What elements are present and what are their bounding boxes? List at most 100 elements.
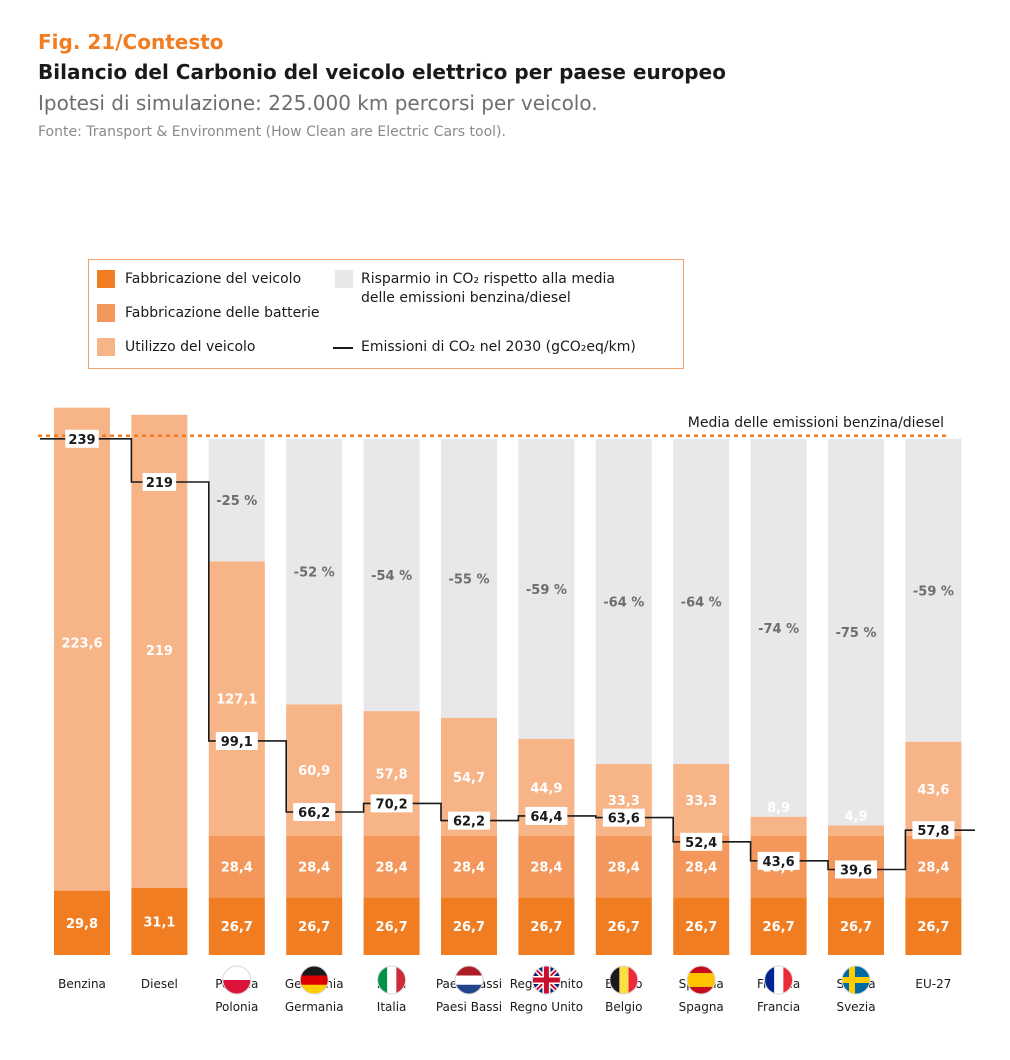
chart-legend: Fabbricazione del veicolo Fabbricazione … — [88, 259, 684, 369]
savings-pct-label: -55 % — [448, 572, 489, 587]
legend-label-vehicle-mfg: Fabbricazione del veicolo — [125, 271, 302, 287]
legend-swatch-vehicle-use — [97, 338, 115, 356]
bar-vehicle-mfg — [441, 897, 497, 955]
data-label: 26,7 — [298, 920, 330, 935]
bar-battery-mfg — [441, 835, 497, 898]
emission-label-bg — [65, 429, 99, 448]
flag-poland-icon — [222, 965, 252, 995]
bar-vehicle-mfg — [595, 897, 652, 955]
legend-swatch-savings — [335, 270, 353, 288]
savings-pct-label: -25 % — [216, 494, 257, 509]
data-label: 28,4 — [685, 861, 717, 876]
emission-label: 52,4 — [685, 836, 717, 851]
emission-label: 62,2 — [453, 815, 485, 830]
legend-label-emissions: Emissioni di CO₂ nel 2030 (gCO₂eq/km) — [361, 339, 636, 355]
savings-bar — [673, 438, 730, 765]
emission-label: 64,4 — [530, 810, 562, 825]
chart-source: Fonte: Transport & Environment (How Clea… — [38, 124, 506, 140]
legend-label-battery-mfg: Fabbricazione delle batterie — [125, 305, 320, 321]
flag-netherlands-icon — [454, 965, 484, 995]
emission-label-bg — [525, 806, 568, 825]
flag-italy-icon — [377, 965, 407, 995]
bar-vehicle-use — [750, 816, 807, 836]
savings-pct-label: -75 % — [835, 626, 876, 641]
bar-battery-mfg — [286, 835, 343, 898]
data-label: 54,7 — [453, 771, 485, 786]
emission-label-bg — [680, 832, 723, 851]
bar-battery-mfg — [905, 835, 962, 898]
category-label: Benzina — [58, 977, 106, 991]
emission-label-bg — [142, 472, 177, 491]
figure-label: Fig. 21/Contesto — [38, 30, 224, 54]
emission-label: 219 — [146, 476, 173, 491]
savings-pct-label: -64 % — [603, 595, 644, 610]
emission-label-bg — [293, 803, 336, 822]
category-label: Germania — [285, 1000, 344, 1014]
data-label: 28,4 — [530, 861, 562, 876]
data-label: 57,8 — [376, 768, 408, 783]
category-label: Spagna — [679, 1000, 724, 1014]
bar-vehicle-mfg — [363, 897, 420, 955]
legend-label-vehicle-use: Utilizzo del veicolo — [125, 339, 256, 355]
category-label: Paesi Bassi — [436, 1000, 502, 1014]
data-label: 26,7 — [917, 920, 949, 935]
data-label: 44,9 — [530, 781, 562, 796]
data-label: 26,7 — [685, 920, 717, 935]
emission-label: 63,6 — [608, 812, 640, 827]
legend-label-savings-1: Risparmio in CO₂ rispetto alla media — [361, 271, 615, 287]
bar-vehicle-mfg — [54, 890, 110, 955]
data-label: 26,7 — [840, 920, 872, 935]
bar-vehicle-mfg — [208, 897, 265, 955]
data-label: 33,3 — [685, 794, 717, 809]
data-label: 60,9 — [298, 764, 330, 779]
bar-vehicle-mfg — [131, 887, 188, 955]
bar-vehicle-use — [363, 711, 420, 836]
bar-vehicle-use — [673, 764, 730, 836]
category-label: Francia — [757, 1000, 800, 1014]
data-label: 28,4 — [376, 861, 408, 876]
data-label: 29,8 — [66, 917, 98, 932]
category-label: Diesel — [141, 977, 178, 991]
category-label: Belgio — [605, 1000, 642, 1014]
legend-swatch-vehicle-mfg — [97, 270, 115, 288]
data-label: 31,1 — [143, 915, 175, 930]
data-label: 223,6 — [61, 637, 102, 652]
savings-bar — [208, 438, 265, 562]
savings-bar — [363, 438, 420, 712]
emission-label: 43,6 — [763, 855, 795, 870]
data-label: 26,7 — [530, 920, 562, 935]
savings-bar — [595, 438, 652, 765]
emission-label-bg — [602, 808, 645, 827]
data-label: 26,7 — [453, 920, 485, 935]
savings-bar — [905, 438, 962, 742]
bar-vehicle-mfg — [673, 897, 730, 955]
category-label: Polonia — [215, 1000, 258, 1014]
data-label: 28,4 — [453, 861, 485, 876]
emission-label: 70,2 — [376, 797, 408, 812]
bar-vehicle-mfg — [905, 897, 962, 955]
category-label: EU-27 — [915, 977, 951, 991]
savings-bar — [750, 438, 807, 817]
bar-vehicle-mfg — [828, 897, 884, 955]
bar-vehicle-use — [208, 561, 265, 836]
chart-title: Bilancio del Carbonio del veicolo elettr… — [38, 60, 726, 84]
emission-label-bg — [757, 851, 800, 870]
emission-label-bg — [215, 731, 258, 750]
emission-label: 39,6 — [840, 863, 872, 878]
chart-subtitle: Ipotesi di simulazione: 225.000 km perco… — [38, 91, 598, 115]
flag-belgium-icon — [609, 965, 639, 995]
savings-pct-label: -64 % — [681, 595, 722, 610]
category-label: Italia — [377, 1000, 407, 1014]
savings-pct-label: -54 % — [371, 569, 412, 584]
legend-swatch-battery-mfg — [97, 304, 115, 322]
bar-vehicle-use — [54, 407, 110, 891]
emission-label: 66,2 — [298, 806, 330, 821]
data-label: 127,1 — [216, 693, 257, 708]
category-label: Svezia — [836, 1000, 875, 1014]
emissions-2030-line — [40, 438, 975, 871]
legend-line-emissions — [333, 347, 353, 349]
flag-france-icon — [764, 965, 794, 995]
reference-line-label: Media delle emissioni benzina/diesel — [688, 415, 944, 431]
flag-uk-icon — [531, 965, 561, 995]
